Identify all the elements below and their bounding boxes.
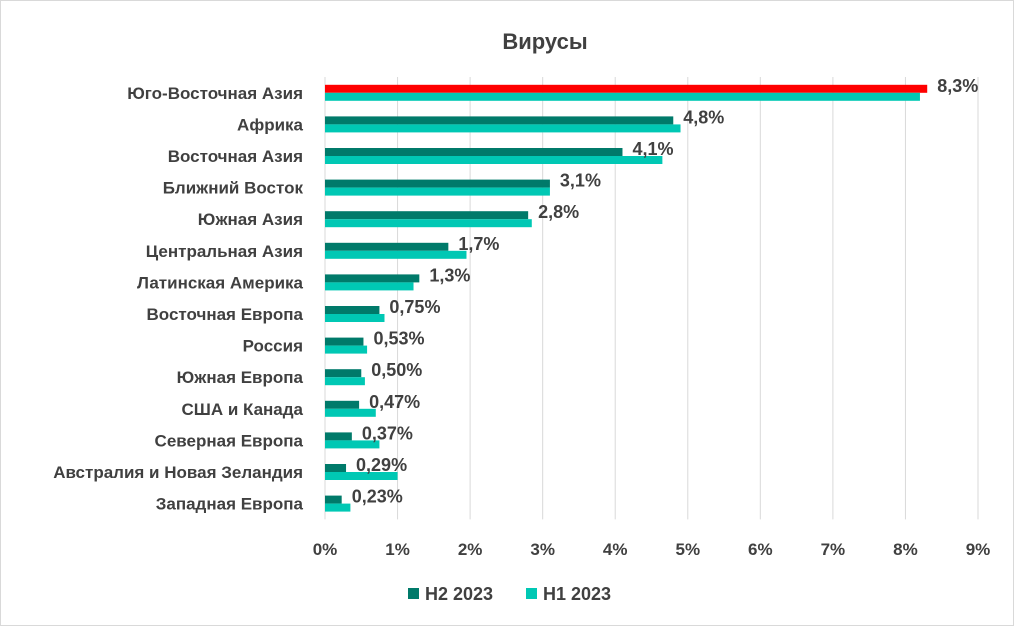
x-tick-label: 1% [385, 540, 410, 559]
category-label: Юго-Восточная Азия [127, 84, 303, 103]
bar-h1-2023 [325, 472, 398, 480]
bar-h1-2023 [325, 187, 550, 196]
category-label: Африка [237, 115, 303, 134]
bar-h1-2023 [325, 92, 920, 101]
category-label: Австралия и Новая Зеландия [53, 463, 303, 482]
category-label: Латинская Америка [137, 273, 304, 292]
x-tick-label: 9% [966, 540, 991, 559]
bar-h2-2023 [325, 337, 364, 346]
x-tick-label: 7% [821, 540, 846, 559]
x-tick-label: 3% [530, 540, 555, 559]
legend-label: H2 2023 [425, 584, 493, 604]
legend: H2 2023 H1 2023 [408, 584, 611, 604]
data-label: 0,37% [362, 423, 413, 443]
data-label: 3,1% [560, 171, 601, 191]
bar-h2-2023 [325, 148, 623, 156]
category-label: Россия [243, 337, 303, 356]
bar-h1-2023 [325, 377, 365, 386]
legend-label: H1 2023 [543, 584, 611, 604]
bar-h2-2023 [325, 116, 674, 125]
x-tick-label: 8% [893, 540, 918, 559]
data-label: 0,29% [356, 455, 407, 475]
bar-h1-2023 [325, 219, 532, 228]
bar-h1-2023 [325, 503, 351, 512]
category-label: Восточная Азия [168, 147, 303, 166]
bar-h2-2023 [325, 179, 550, 188]
legend-swatch [526, 588, 537, 599]
category-label: Ближний Восток [163, 179, 304, 198]
data-label: 0,50% [371, 360, 422, 380]
category-label: Центральная Азия [146, 242, 303, 261]
data-label: 0,53% [373, 329, 424, 349]
bar-h2-2023 [325, 400, 360, 409]
data-label: 0,23% [352, 487, 403, 507]
chart-title: Вирусы [502, 29, 587, 54]
bar-h1-2023 [325, 345, 368, 354]
x-tick-label: 6% [748, 540, 773, 559]
bar-h1-2023 [325, 250, 467, 259]
bar-h2-2023 [325, 306, 380, 314]
bar-h2-2023 [325, 369, 362, 378]
x-tick-label: 2% [458, 540, 483, 559]
x-tick-label: 4% [603, 540, 628, 559]
category-label: Северная Европа [155, 431, 304, 450]
category-label: США и Канада [181, 400, 303, 419]
data-label: 1,7% [458, 234, 499, 254]
legend-swatch [408, 588, 419, 599]
data-label: 8,3% [937, 76, 978, 96]
x-tick-label: 5% [675, 540, 700, 559]
bars-group [325, 84, 928, 512]
data-label: 0,75% [389, 297, 440, 317]
data-label: 0,47% [369, 392, 420, 412]
bar-h1-2023 [325, 156, 663, 164]
bar-h2-2023 [325, 464, 347, 472]
bar-h2-2023 [325, 432, 352, 441]
bar-h2-2023 [325, 84, 928, 93]
bar-h1-2023 [325, 440, 380, 449]
category-label: Южная Азия [198, 210, 303, 229]
data-label: 1,3% [429, 265, 470, 285]
x-tick-labels: 0% 1% 2% 3% 4% 5% 6% 7% 8% 9% [313, 540, 991, 559]
category-labels: Юго-Восточная Азия Африка Восточная Азия Бл… [53, 84, 303, 514]
bar-h2-2023 [325, 495, 342, 504]
category-label: Западная Европа [156, 495, 304, 514]
data-label: 4,1% [632, 139, 673, 159]
data-label: 2,8% [538, 202, 579, 222]
data-label: 4,8% [683, 107, 724, 127]
bar-h1-2023 [325, 282, 414, 291]
bar-h1-2023 [325, 314, 385, 322]
bar-h2-2023 [325, 274, 420, 283]
bar-h1-2023 [325, 408, 376, 417]
bar-h1-2023 [325, 124, 681, 133]
data-labels: 8,3% 4,8% 4,1% 3,1% 2,8% 1,7% 1,3% 0,75% 0,53% 0,… [352, 76, 979, 507]
x-tick-label: 0% [313, 540, 338, 559]
category-label: Восточная Европа [147, 305, 304, 324]
category-label: Южная Европа [177, 368, 304, 387]
bar-h2-2023 [325, 242, 449, 251]
bar-h2-2023 [325, 211, 529, 220]
